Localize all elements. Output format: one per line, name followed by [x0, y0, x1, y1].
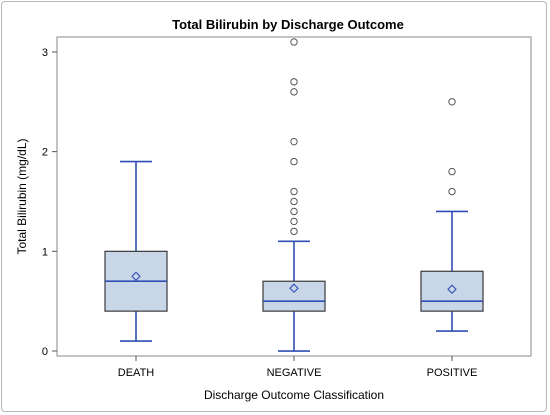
x-axis: DEATH NEGATIVE POSITIVE	[118, 356, 478, 379]
x-tick-label: DEATH	[118, 367, 155, 379]
x-axis-title: Discharge Outcome Classification	[204, 388, 384, 402]
mean-marker	[131, 271, 141, 282]
outlier-point	[290, 217, 298, 226]
outlier-point	[448, 167, 456, 176]
iqr-box	[262, 280, 326, 312]
y-axis: 0 1 2 3	[42, 47, 57, 358]
x-tick-label: NEGATIVE	[267, 367, 322, 379]
box-death	[104, 160, 168, 342]
y-tick-label: 1	[42, 246, 48, 258]
outlier-point	[290, 197, 298, 206]
box-negative	[262, 38, 326, 352]
outlier-point	[290, 227, 298, 236]
outlier-point	[290, 78, 298, 86]
outlier-point	[448, 187, 456, 196]
outlier-point	[290, 207, 298, 216]
outlier-point	[290, 38, 298, 46]
outlier-point	[290, 187, 298, 196]
x-tick-label: POSITIVE	[427, 367, 478, 379]
mean-marker	[447, 284, 457, 294]
outlier-point	[448, 98, 456, 106]
chart-title: Total Bilirubin by Discharge Outcome	[172, 17, 404, 32]
outlier-point	[290, 137, 298, 146]
y-tick-label: 2	[42, 147, 48, 159]
y-tick-label: 3	[42, 47, 48, 59]
iqr-box	[420, 270, 484, 312]
box-positive	[420, 98, 484, 332]
box-series	[104, 38, 484, 352]
outlier-point	[290, 157, 298, 166]
y-axis-title: Total Bilirubin (mg/dL)	[15, 138, 29, 254]
y-tick-label: 0	[42, 346, 48, 358]
outlier-point	[290, 88, 298, 96]
mean-marker	[289, 283, 299, 293]
